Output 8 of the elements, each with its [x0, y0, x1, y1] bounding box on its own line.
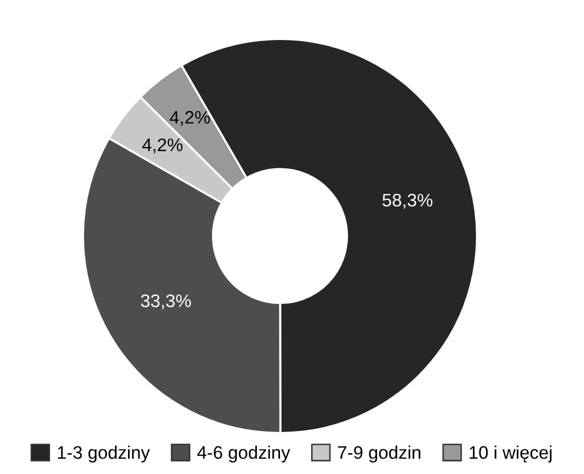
legend-label: 4-6 godziny: [197, 446, 290, 462]
legend-label: 7-9 godzin: [338, 446, 420, 462]
legend-label: 10 i więcej: [470, 446, 552, 462]
data-label: 4,2%: [142, 138, 182, 154]
legend-label: 1-3 godziny: [58, 446, 150, 462]
data-label: 58,3%: [382, 194, 432, 209]
data-label: 4,2%: [170, 110, 210, 126]
data-label: 33,3%: [140, 294, 191, 310]
